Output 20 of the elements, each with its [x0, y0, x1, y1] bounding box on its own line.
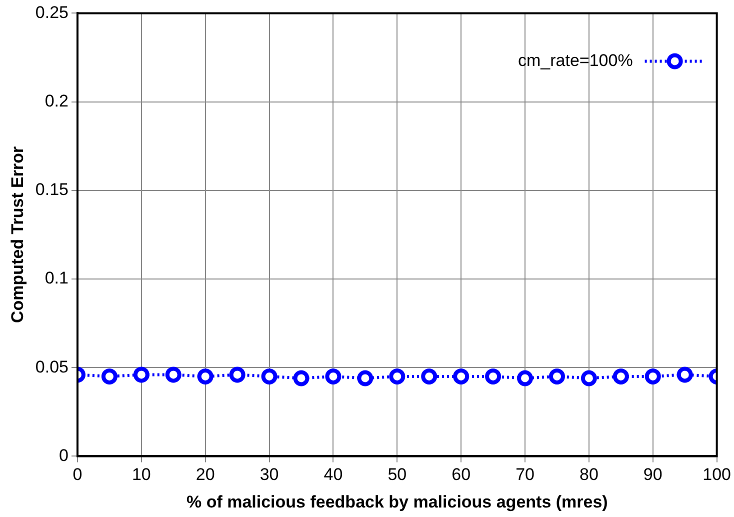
y-tick-label: 0: [59, 446, 68, 465]
x-tick-label: 40: [324, 465, 343, 484]
y-tick-label: 0.2: [44, 91, 68, 110]
y-tick-label: 0.15: [35, 180, 68, 200]
x-tick-label: 60: [452, 465, 471, 484]
x-tick-label: 20: [196, 465, 215, 484]
legend-label: cm_rate=100%: [518, 50, 633, 70]
x-tick-label: 0: [72, 465, 82, 484]
y-tick-label: 0.1: [44, 268, 68, 288]
x-tick-label: 10: [132, 465, 151, 484]
y-tick-label: 0.25: [35, 2, 68, 22]
x-tick-label: 100: [702, 465, 732, 484]
x-tick-label: 90: [643, 465, 662, 484]
x-tick-label: 50: [388, 465, 407, 484]
y-tick-label: 0.05: [35, 357, 68, 376]
x-axis-title: % of malicious feedback by malicious agents (mres): [186, 492, 608, 512]
x-tick-label: 70: [516, 465, 534, 484]
x-tick-label: 80: [579, 465, 598, 484]
y-axis-title: Computed Trust Error: [8, 146, 27, 324]
x-tick-label: 30: [260, 465, 279, 484]
